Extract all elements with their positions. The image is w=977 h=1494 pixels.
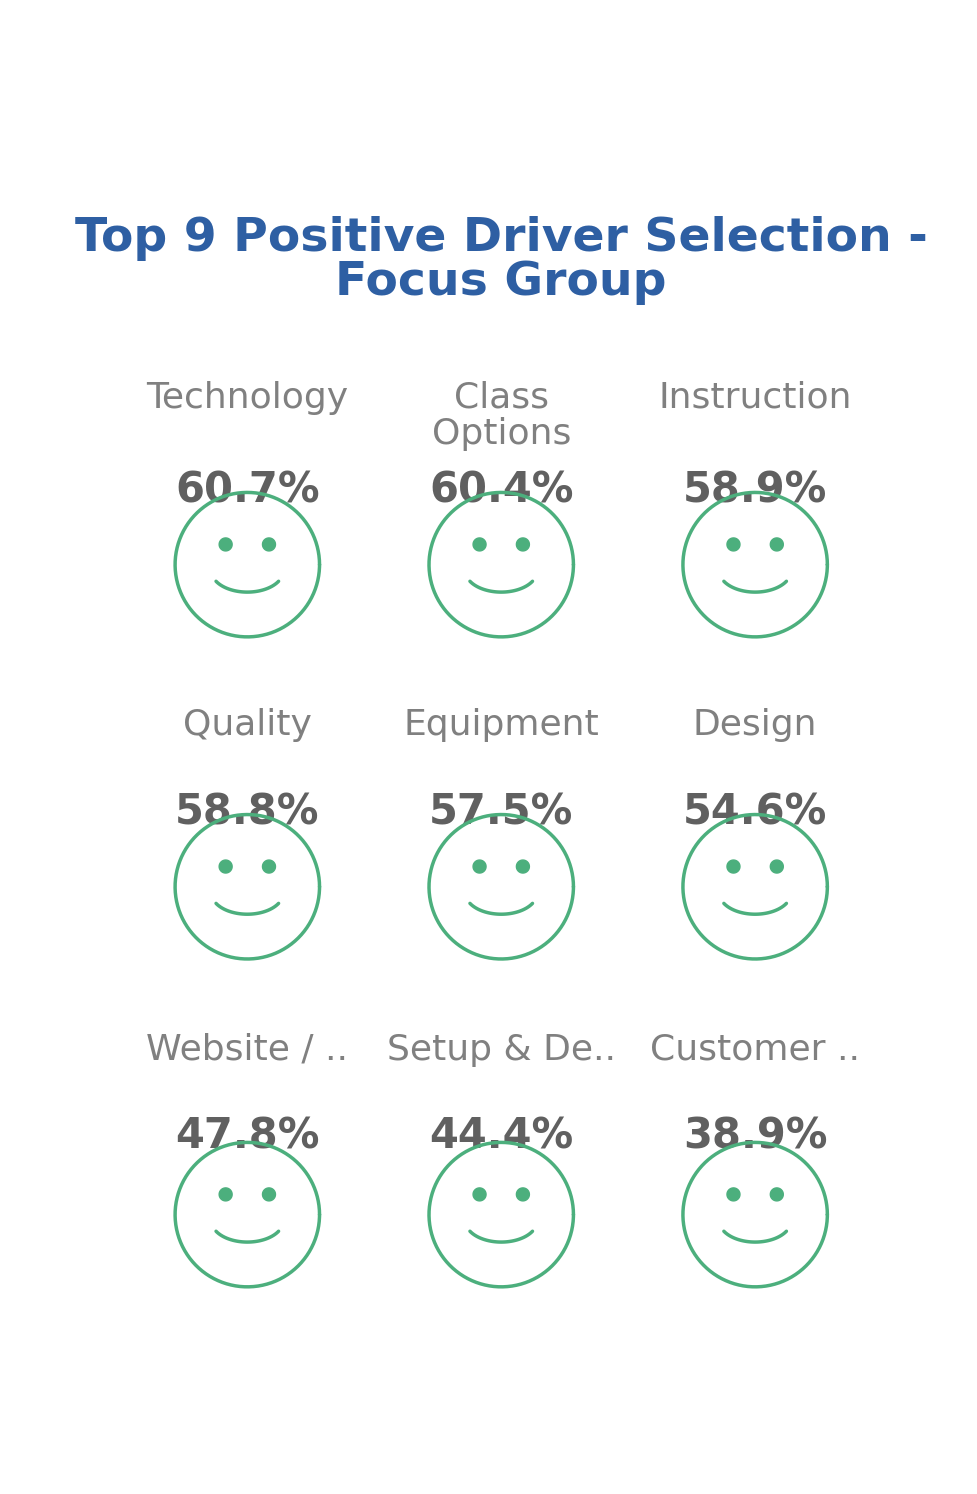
Text: Customer ..: Customer .. xyxy=(650,1032,859,1067)
Text: Equipment: Equipment xyxy=(403,708,599,743)
Polygon shape xyxy=(262,861,276,872)
Text: 60.7%: 60.7% xyxy=(175,469,319,511)
Polygon shape xyxy=(726,1188,740,1201)
Polygon shape xyxy=(516,1188,529,1201)
Text: 57.5%: 57.5% xyxy=(429,792,573,834)
Polygon shape xyxy=(219,861,232,872)
Polygon shape xyxy=(473,861,486,872)
Text: Website / ..: Website / .. xyxy=(147,1032,348,1067)
Text: Class
Options: Class Options xyxy=(431,381,571,451)
Polygon shape xyxy=(473,538,486,551)
Polygon shape xyxy=(726,538,740,551)
Polygon shape xyxy=(516,538,529,551)
Text: Top 9 Positive Driver Selection -: Top 9 Positive Driver Selection - xyxy=(74,217,927,261)
Text: 58.9%: 58.9% xyxy=(682,469,827,511)
Text: 38.9%: 38.9% xyxy=(682,1116,827,1158)
Text: Technology: Technology xyxy=(147,381,348,415)
Text: 47.8%: 47.8% xyxy=(175,1116,319,1158)
Text: 58.8%: 58.8% xyxy=(175,792,319,834)
Polygon shape xyxy=(770,861,783,872)
Text: Instruction: Instruction xyxy=(658,381,851,415)
Text: 60.4%: 60.4% xyxy=(429,469,573,511)
Polygon shape xyxy=(516,861,529,872)
Polygon shape xyxy=(219,538,232,551)
Polygon shape xyxy=(770,1188,783,1201)
Polygon shape xyxy=(473,1188,486,1201)
Polygon shape xyxy=(262,1188,276,1201)
Polygon shape xyxy=(726,861,740,872)
Polygon shape xyxy=(770,538,783,551)
Polygon shape xyxy=(262,538,276,551)
Text: Design: Design xyxy=(692,708,817,743)
Text: 44.4%: 44.4% xyxy=(429,1116,573,1158)
Text: 54.6%: 54.6% xyxy=(682,792,827,834)
Text: Setup & De..: Setup & De.. xyxy=(386,1032,616,1067)
Text: Quality: Quality xyxy=(183,708,312,743)
Text: Focus Group: Focus Group xyxy=(335,260,666,305)
Polygon shape xyxy=(219,1188,232,1201)
